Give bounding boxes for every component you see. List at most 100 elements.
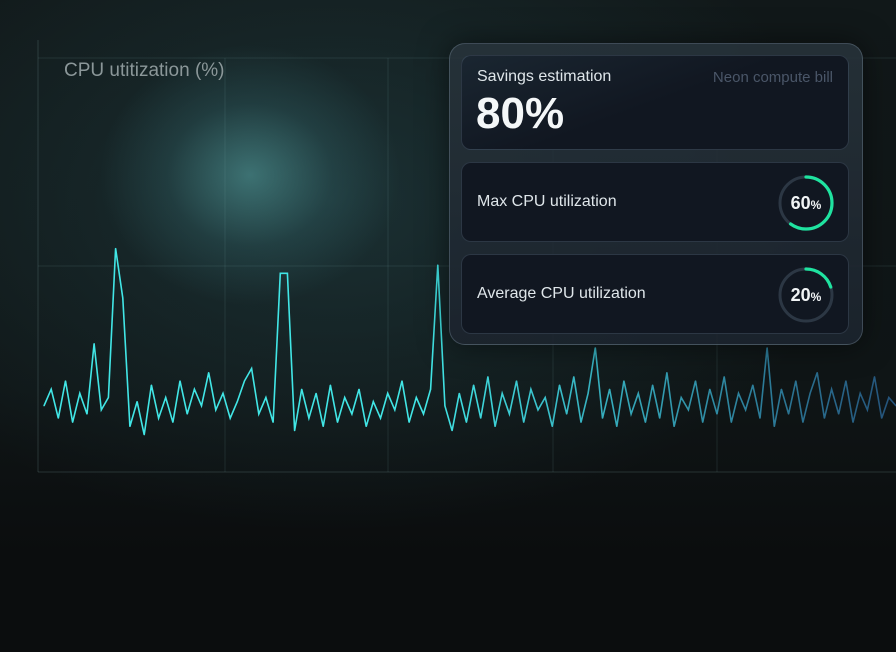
data-point: [50, 388, 52, 390]
data-point: [215, 409, 217, 411]
data-point: [265, 396, 267, 399]
data-point: [694, 380, 697, 382]
data-point: [379, 417, 382, 419]
data-point: [737, 392, 740, 394]
data-point: [150, 384, 152, 386]
data-point: [430, 388, 432, 390]
data-point: [172, 421, 174, 423]
data-point: [558, 384, 561, 386]
data-point: [258, 413, 260, 415]
max-cpu-gauge: [778, 175, 834, 231]
data-point: [251, 367, 253, 370]
data-point: [394, 409, 396, 411]
avg-cpu-value: 20%: [776, 265, 836, 325]
data-point: [609, 388, 611, 390]
data-point: [401, 380, 403, 382]
data-point: [773, 425, 775, 428]
data-point: [200, 405, 203, 407]
data-point: [623, 380, 625, 382]
data-point: [551, 425, 553, 428]
data-point: [272, 421, 274, 423]
data-point: [888, 396, 890, 399]
data-point: [809, 392, 811, 394]
data-point: [501, 392, 503, 394]
data-point: [587, 392, 589, 394]
data-point: [845, 380, 847, 382]
data-point: [351, 413, 353, 415]
data-point: [630, 413, 632, 415]
data-point: [43, 405, 45, 407]
data-point: [823, 417, 826, 419]
data-point: [687, 409, 689, 411]
data-point: [129, 425, 131, 428]
data-point: [752, 384, 754, 386]
avg-cpu-label: Average CPU utilization: [477, 285, 646, 302]
data-point: [830, 388, 833, 390]
data-point: [709, 388, 711, 390]
data-point: [644, 421, 647, 423]
data-point: [301, 388, 303, 390]
data-point: [802, 421, 804, 423]
data-point: [100, 409, 102, 411]
data-point: [573, 376, 575, 378]
cpu-series-line: [43, 248, 896, 435]
savings-card: Savings estimation Neon compute bill 80%: [461, 55, 849, 150]
data-point: [193, 388, 195, 390]
savings-value: 80%: [476, 89, 565, 138]
data-point: [881, 417, 883, 419]
data-point: [222, 392, 224, 394]
data-point: [616, 425, 618, 428]
data-point: [86, 413, 88, 415]
data-point: [780, 388, 783, 390]
data-point: [472, 384, 475, 386]
data-point: [866, 409, 868, 411]
data-point: [358, 388, 360, 390]
data-point: [93, 343, 95, 345]
data-point: [680, 396, 682, 399]
data-point: [293, 430, 296, 432]
data-point: [279, 272, 281, 274]
data-point: [465, 421, 468, 423]
gauge-fill: [778, 175, 834, 231]
data-point: [157, 417, 160, 419]
data-point: [79, 392, 81, 394]
data-point: [458, 392, 460, 394]
data-point: [415, 396, 417, 399]
data-point: [601, 417, 604, 419]
data-point: [745, 409, 747, 411]
data-point: [114, 247, 117, 250]
data-point: [759, 417, 761, 419]
data-point: [422, 413, 425, 415]
data-point: [444, 405, 446, 407]
data-point: [515, 380, 518, 382]
data-point: [637, 392, 639, 394]
data-point: [594, 347, 596, 349]
data-point: [730, 421, 732, 423]
gauge-unit: %: [810, 198, 822, 212]
data-point: [64, 380, 67, 382]
data-point: [494, 425, 496, 428]
chart-title: CPU utitization (%): [64, 60, 225, 81]
data-point: [480, 417, 482, 419]
data-point: [107, 396, 110, 399]
gauge-number: 60: [790, 192, 811, 213]
data-point: [229, 417, 231, 419]
data-point: [673, 425, 675, 428]
data-point: [544, 396, 546, 399]
gauge-fill: [778, 267, 834, 323]
max-cpu-card: Max CPU utilization 60%: [461, 162, 849, 242]
data-point: [451, 430, 453, 432]
data-point: [236, 401, 238, 403]
savings-sublabel: Neon compute bill: [712, 69, 833, 86]
data-point: [788, 413, 790, 415]
savings-panel: Savings estimation Neon compute bill 80%…: [449, 43, 863, 345]
data-point: [372, 401, 374, 403]
data-point: [408, 421, 410, 423]
data-point: [795, 380, 797, 382]
data-point: [243, 380, 246, 382]
data-point: [487, 376, 489, 378]
data-point: [816, 372, 818, 374]
data-point: [72, 421, 74, 423]
data-point: [766, 347, 768, 349]
data-point: [530, 388, 532, 390]
